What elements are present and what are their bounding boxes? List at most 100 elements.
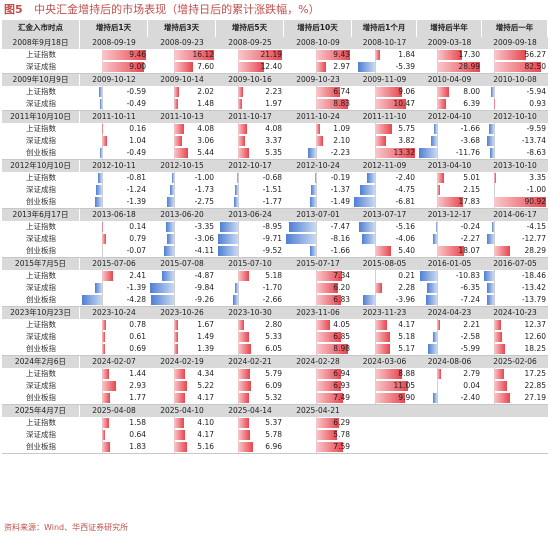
zero-axis [315,221,317,233]
positive-bar [101,50,146,60]
return-cell: -4.15 [482,221,548,233]
positive-bar [101,234,106,244]
negative-bar [82,295,102,305]
window-end-date: 2010-10-08 [482,74,548,86]
return-cell: 4.10 [148,417,216,429]
return-cell: -4.75 [352,184,417,196]
entry-date: 2023年10月23日 [2,307,80,319]
positive-bar [494,344,505,354]
return-cell: 5.18 [352,331,417,343]
return-value: 7.59 [333,442,350,451]
negative-bar [99,148,102,158]
return-value: 3.35 [529,173,546,182]
positive-bar [238,136,246,146]
return-cell: 1.04 [80,135,148,147]
window-end-date: 2024-03-06 [352,356,417,368]
index-label: 深证成指 [26,430,56,439]
return-cell: 1.48 [148,98,216,110]
return-cell: 12.40 [216,61,284,73]
window-end-date: 2009-11-09 [352,74,417,86]
negative-bar [362,295,375,305]
return-cell: 5.32 [216,392,284,404]
zero-axis [174,184,176,196]
return-value: 5.35 [265,148,282,157]
negative-bar [434,124,437,134]
return-value: 17.83 [458,197,480,206]
index-label: 深证成指 [26,62,56,71]
return-cell: -4.11 [148,245,216,257]
return-cell: -9.84 [148,282,216,294]
figure-caption: 图5 中央汇金增持后的市场表现（增持日后的累计涨跌幅，%） [4,0,320,19]
window-end-date: 2012-04-10 [417,111,482,123]
return-value: 5.01 [463,173,480,182]
return-value: 16.12 [192,50,214,59]
negative-bar [98,173,102,183]
return-value: 82.50 [524,62,546,71]
positive-bar [315,50,350,60]
column-header: 增持后10天 [284,20,352,37]
return-cell: 6.20 [284,282,352,294]
positive-bar [315,124,320,134]
return-cell: -18.46 [482,270,548,282]
return-value: 56.27 [524,50,546,59]
column-header: 增持后一年 [482,20,548,37]
return-value: 2.97 [333,62,350,71]
index-label: 上证指数 [26,222,56,231]
negative-bar [96,185,102,195]
return-value: -8.63 [526,148,546,157]
negative-bar [99,87,102,97]
return-value: -4.15 [526,222,546,231]
positive-bar [174,50,214,60]
return-cell [352,417,417,429]
negative-bar [367,173,375,183]
window-end-date: 2013-06-20 [148,209,216,221]
return-cell: 0.79 [80,233,148,245]
zero-axis [174,196,176,208]
negative-bar [431,136,437,146]
return-value: -3.35 [194,222,214,231]
return-value: -1.39 [126,197,146,206]
return-cell: 9.90 [352,392,417,404]
positive-bar [238,418,250,428]
return-cell: -9.59 [482,123,548,135]
return-value: -1.66 [460,124,480,133]
group-divider [2,208,548,209]
return-cell: -2.27 [417,233,482,245]
index-label: 深证成指 [26,381,56,390]
positive-bar [374,136,387,146]
window-end-date: 2011-10-17 [216,111,284,123]
index-label: 深证成指 [26,136,56,145]
window-end-date: 2011-10-13 [148,111,216,123]
negative-bar [486,136,495,146]
window-end-date: 2024-10-23 [482,307,548,319]
return-value: 4.17 [197,430,214,439]
negative-bar [171,173,175,183]
window-end-date: 2012-10-11 [80,160,148,172]
positive-bar [174,332,178,342]
return-value: 2.21 [463,320,480,329]
return-value: 7.34 [333,271,350,280]
window-end-date: 2008-10-17 [352,37,417,49]
positive-bar [101,369,109,379]
return-cell [352,429,417,441]
return-value: 0.78 [129,320,146,329]
window-end-date: 2011-11-10 [352,111,417,123]
zero-axis [494,147,496,159]
return-cell: 1.58 [80,417,148,429]
return-cell: 3.06 [148,135,216,147]
window-end-date: 2009-09-18 [482,37,548,49]
return-value: -1.66 [330,246,350,255]
return-value: 5.18 [265,271,282,280]
return-cell: -5.39 [352,61,417,73]
zero-axis [436,233,438,245]
source-note: 资料来源：Wind、华西证券研究所 [4,523,129,532]
zero-axis [101,196,103,208]
negative-bar [95,197,102,207]
return-cell: -1.00 [482,184,548,196]
window-end-date: 2025-04-14 [216,405,284,417]
return-cell: -9.71 [216,233,284,245]
return-cell: 2.93 [80,380,148,392]
positive-bar [101,124,103,134]
return-cell: -2.58 [417,331,482,343]
return-value: 0.14 [129,222,146,231]
